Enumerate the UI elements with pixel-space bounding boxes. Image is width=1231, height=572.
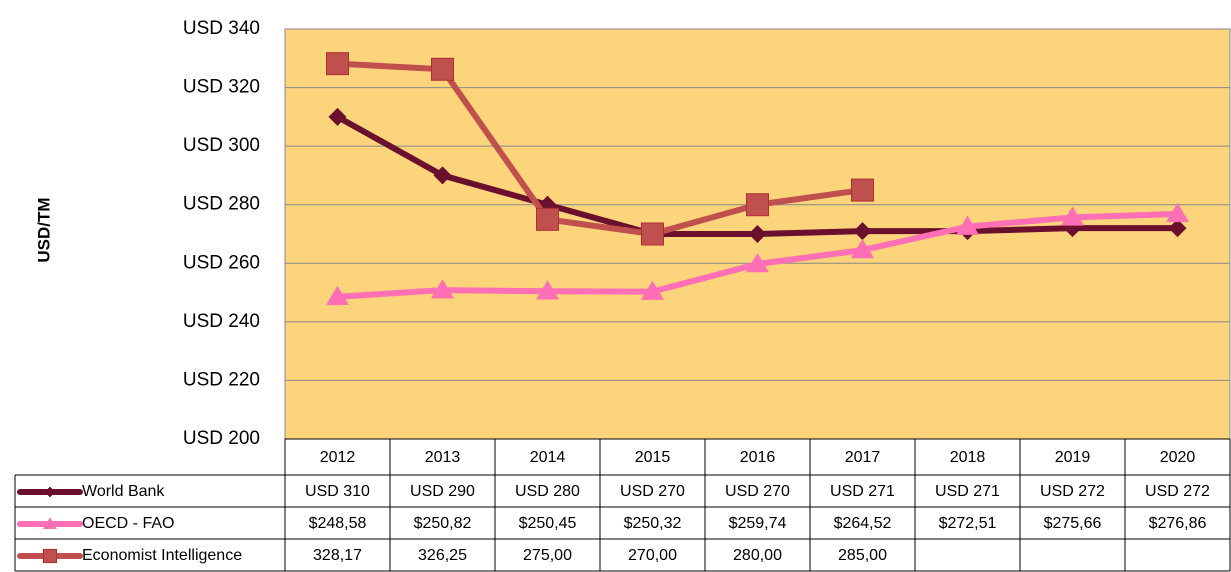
- y-tick-label: USD 220: [183, 369, 260, 390]
- table-value: $276,86: [1149, 515, 1207, 532]
- table-value: $248,58: [309, 515, 367, 532]
- point: [328, 107, 347, 126]
- table-value: $250,82: [414, 515, 472, 532]
- x-tick-label: 2018: [950, 449, 986, 466]
- table-value: USD 310: [305, 483, 370, 500]
- legend-marker: [44, 486, 56, 498]
- y-tick-label: USD 240: [183, 311, 260, 332]
- point: [433, 166, 452, 185]
- table-value: USD 272: [1145, 483, 1210, 500]
- y-tick-label: USD 200: [183, 428, 260, 449]
- y-tick-label: USD 300: [183, 135, 260, 156]
- legend-marker: [42, 548, 58, 564]
- series-line: [337, 60, 863, 237]
- x-tick-label: 2019: [1055, 449, 1091, 466]
- legend-marker: [43, 517, 57, 529]
- y-axis-label: USD/TM: [34, 197, 53, 262]
- point: [431, 57, 454, 81]
- point: [748, 225, 767, 243]
- table-value: 280,00: [733, 547, 782, 564]
- legend-label: Economist Intelligence: [82, 547, 242, 564]
- x-tick-label: 2014: [530, 449, 566, 466]
- x-tick-label: 2015: [635, 449, 671, 466]
- point: [851, 178, 874, 202]
- x-tick-label: 2020: [1160, 449, 1196, 466]
- table-value: $250,45: [519, 515, 577, 532]
- point: [746, 193, 769, 217]
- x-tick-label: 2013: [425, 449, 461, 466]
- table-value: 275,00: [523, 547, 572, 564]
- table-value: 270,00: [628, 547, 677, 564]
- point: [745, 253, 770, 273]
- legend-label: OECD - FAO: [82, 515, 174, 532]
- x-tick-label: 2017: [845, 449, 881, 466]
- table-value: $250,32: [624, 515, 682, 532]
- table-value: USD 271: [830, 483, 895, 500]
- y-tick-label: USD 340: [183, 18, 260, 39]
- table-value: $264,52: [834, 515, 892, 532]
- point: [536, 207, 559, 231]
- table-value: USD 280: [515, 483, 580, 500]
- point: [1060, 206, 1085, 226]
- y-tick-label: USD 280: [183, 194, 260, 215]
- table-value: $272,51: [939, 515, 997, 532]
- table-value: USD 271: [935, 483, 1000, 500]
- point: [326, 52, 349, 76]
- point: [1165, 202, 1190, 223]
- point: [430, 279, 455, 299]
- table-value: $259,74: [729, 515, 787, 532]
- table-value: USD 270: [620, 483, 685, 500]
- point: [640, 280, 665, 300]
- table-value: USD 290: [410, 483, 475, 500]
- point: [853, 222, 872, 241]
- table-value: $275,66: [1044, 515, 1102, 532]
- table-value: USD 272: [1040, 483, 1105, 500]
- point: [850, 239, 875, 259]
- x-tick-label: 2012: [320, 449, 356, 466]
- table-value: 326,25: [418, 547, 467, 564]
- point: [641, 222, 664, 246]
- table-value: USD 270: [725, 483, 790, 500]
- legend-label: World Bank: [82, 483, 165, 500]
- y-tick-label: USD 260: [183, 252, 260, 273]
- table-value: 285,00: [838, 547, 887, 564]
- point: [1168, 219, 1187, 238]
- x-tick-label: 2016: [740, 449, 776, 466]
- table-value: 328,17: [313, 547, 362, 564]
- point: [535, 280, 560, 300]
- point: [325, 285, 350, 305]
- point: [955, 215, 980, 235]
- y-tick-label: USD 320: [183, 77, 260, 98]
